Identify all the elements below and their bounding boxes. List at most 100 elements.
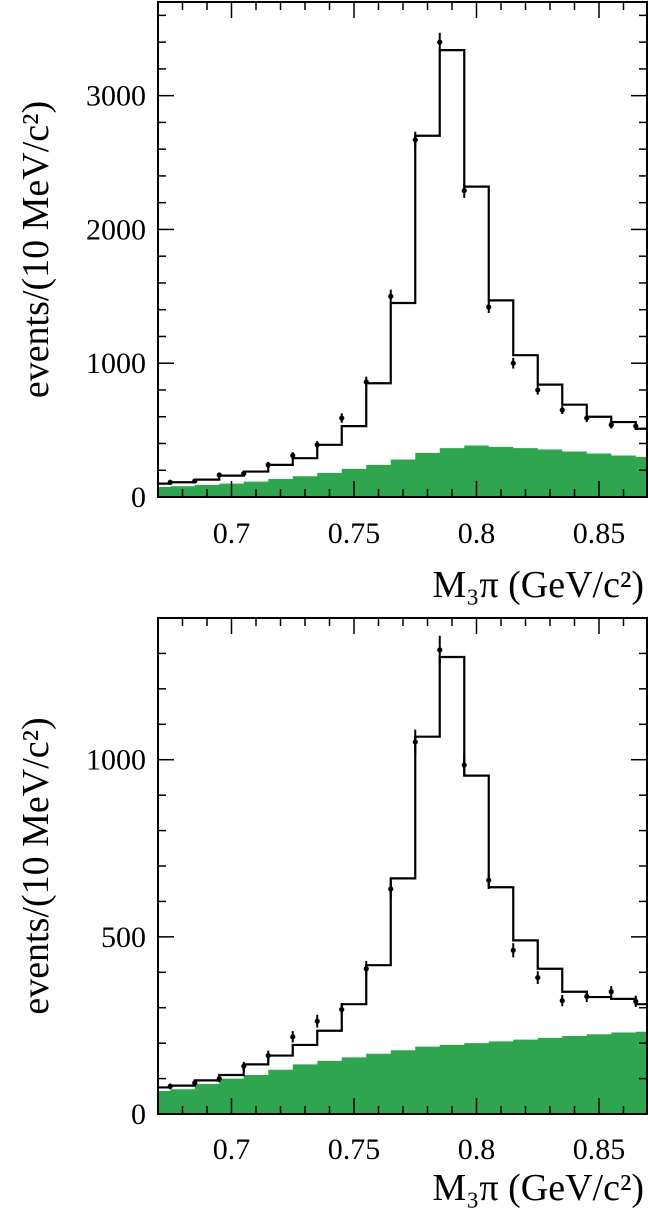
data-marker	[167, 1083, 173, 1089]
data-marker	[241, 1063, 247, 1069]
y-axis: 0 1000 2000 3000	[86, 14, 647, 514]
data-marker	[486, 304, 492, 310]
data-marker	[608, 422, 614, 428]
data-point	[412, 131, 418, 148]
data-point	[559, 406, 565, 415]
data-point	[388, 879, 394, 899]
data-marker	[265, 1052, 271, 1059]
data-marker	[461, 188, 467, 194]
x-tick-label: 0.75	[328, 517, 381, 550]
data-point	[633, 995, 639, 1008]
data-point	[241, 470, 247, 477]
data-marker	[192, 478, 198, 484]
data-point	[265, 461, 271, 468]
data-point	[437, 32, 443, 52]
data-marker	[437, 39, 443, 45]
fit-histogram-line	[158, 49, 648, 485]
y-axis-title: events/(10 MeV/c²)	[15, 717, 57, 1014]
data-marker	[510, 360, 516, 366]
y-tick-label: 0	[131, 1098, 146, 1131]
data-point	[461, 753, 467, 777]
data-marker	[314, 442, 320, 448]
data-point	[216, 1075, 222, 1083]
data-marker	[486, 877, 492, 883]
data-point	[584, 990, 590, 1003]
x-tick-label: 0.85	[573, 517, 626, 550]
x-axis-title: M₃π (GeV/c²)	[432, 1167, 644, 1209]
data-marker	[290, 1034, 296, 1040]
data-marker	[167, 479, 173, 485]
data-marker	[535, 975, 541, 981]
y-tick-label: 3000	[86, 80, 146, 113]
x-axis: 0.7 0.75 0.8 0.85	[157, 618, 648, 1166]
data-marker	[241, 470, 247, 477]
data-point	[241, 1061, 247, 1071]
data-point	[388, 289, 394, 304]
plot-frame	[157, 1, 648, 498]
data-point	[486, 301, 492, 314]
data-point	[216, 472, 222, 478]
data-point	[608, 421, 614, 429]
data-marker	[559, 998, 565, 1004]
y-tick-label: 0	[131, 481, 146, 514]
data-marker	[265, 462, 271, 468]
data-point	[339, 413, 345, 423]
data-point	[363, 960, 369, 977]
data-marker	[216, 472, 222, 478]
data-marker	[584, 993, 590, 999]
data-marker	[559, 407, 565, 413]
data-point	[314, 441, 320, 449]
data-point	[167, 479, 173, 485]
y-axis: 0 500 1000	[86, 617, 647, 1131]
data-marker	[314, 1018, 320, 1024]
x-tick-label: 0.8	[458, 1133, 496, 1166]
x-tick-label: 0.75	[328, 1133, 381, 1166]
data-point	[412, 729, 418, 755]
data-marker	[535, 387, 541, 393]
data-point	[510, 943, 516, 958]
data-point	[314, 1014, 320, 1028]
data-marker	[437, 647, 443, 653]
data-point	[535, 971, 541, 984]
data-point	[290, 452, 296, 459]
data-point	[584, 414, 590, 423]
x-tick-label: 0.7	[213, 517, 251, 550]
data-marker	[633, 423, 639, 429]
y-tick-label: 500	[101, 921, 146, 954]
data-marker	[388, 293, 394, 299]
bottom-panel: 0.7 0.75 0.8 0.85 0 500 1000 M₃π (GeV/c²) events…	[15, 617, 648, 1209]
data-point	[535, 385, 541, 395]
top-panel: 0.7 0.75 0.8 0.85 0 1000 2000 3000 M₃π (GeV/c²) e…	[15, 1, 648, 606]
y-tick-label: 1000	[86, 347, 146, 380]
x-tick-label: 0.8	[458, 517, 496, 550]
x-axis: 0.7 0.75 0.8 0.85	[157, 2, 648, 550]
x-axis-title: M₃π (GeV/c²)	[432, 564, 644, 606]
data-marker	[633, 998, 639, 1004]
y-axis-title: events/(10 MeV/c²)	[15, 101, 57, 398]
data-marker	[290, 452, 296, 459]
data-point	[510, 357, 516, 369]
data-point	[167, 1083, 173, 1090]
background-histogram	[158, 1031, 648, 1114]
data-point	[192, 1079, 198, 1086]
x-tick-label: 0.7	[213, 1133, 251, 1166]
data-marker	[363, 966, 369, 972]
data-marker	[216, 1075, 222, 1082]
data-point	[461, 183, 467, 198]
data-point	[265, 1050, 271, 1061]
data-marker	[584, 415, 590, 421]
fit-histogram-line	[158, 655, 648, 1089]
data-point	[559, 994, 565, 1007]
background-histogram	[158, 445, 648, 497]
data-point	[339, 1003, 345, 1016]
data-marker	[412, 739, 418, 745]
data-marker	[339, 1006, 345, 1013]
data-marker	[192, 1080, 198, 1086]
data-marker	[388, 886, 394, 892]
data-point	[633, 422, 639, 430]
data-point	[486, 871, 492, 890]
data-marker	[510, 947, 516, 953]
data-marker	[339, 415, 345, 421]
data-point	[363, 376, 369, 388]
